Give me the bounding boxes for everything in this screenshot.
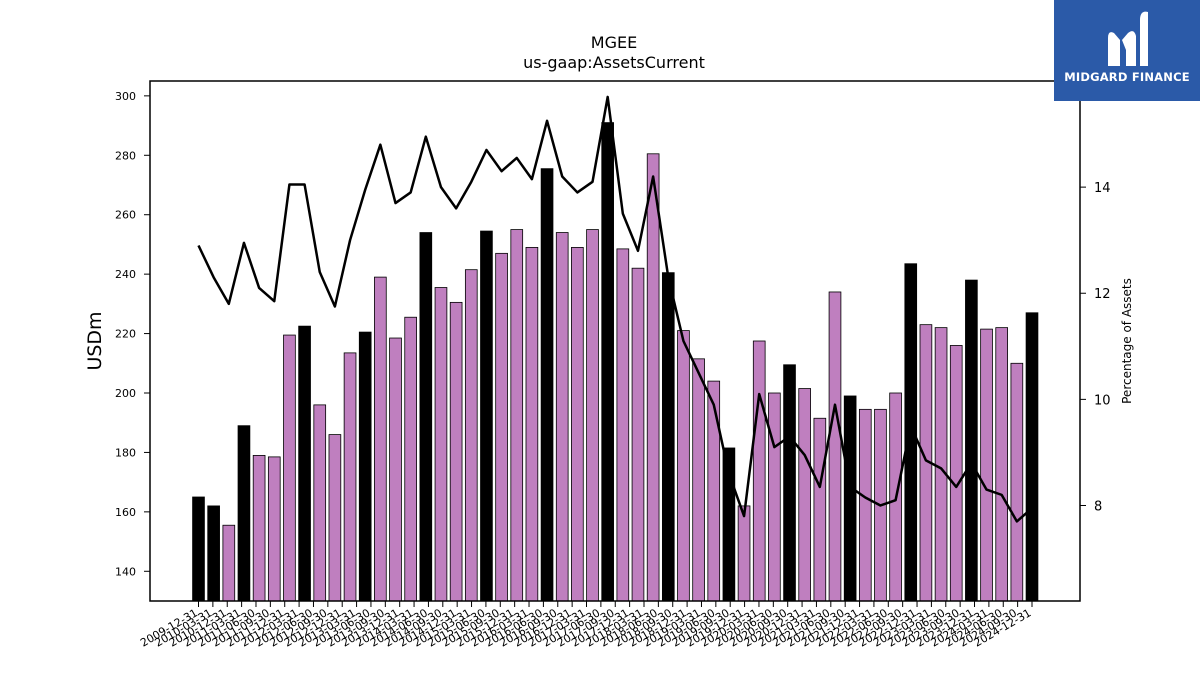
bar-54 <box>1010 362 1024 602</box>
bar-37 <box>752 340 766 602</box>
y-tick-label-300: 300 <box>115 90 136 103</box>
bar-27 <box>601 122 614 602</box>
bar-53 <box>995 327 1009 602</box>
y2-tick-label-12: 12 <box>1094 287 1111 302</box>
bar-39 <box>783 364 796 602</box>
bar-2 <box>222 524 236 602</box>
bar-38 <box>768 392 781 602</box>
chart-title: MGEE <box>591 33 637 52</box>
bar-21 <box>510 229 524 602</box>
bar-0 <box>192 496 205 602</box>
bar-1 <box>207 505 220 602</box>
bar-49 <box>934 327 948 602</box>
bar-11 <box>358 331 372 602</box>
bar-25 <box>571 246 584 602</box>
bar-31 <box>661 272 675 602</box>
y-axis-right: 8 10 12 14 <box>1080 181 1111 514</box>
bar-52 <box>980 328 993 602</box>
bar-34 <box>707 380 721 602</box>
y2-tick-label-8: 8 <box>1094 499 1102 514</box>
y2-axis-label: Percentage of Assets <box>1120 278 1134 404</box>
bar-7 <box>298 325 311 602</box>
y2-tick-label-14: 14 <box>1094 181 1111 196</box>
bar-17 <box>449 301 463 602</box>
bar-23 <box>540 168 554 602</box>
y-tick-label-260: 260 <box>115 209 136 222</box>
bar-3 <box>237 425 251 602</box>
bar-28 <box>616 248 630 602</box>
bar-43 <box>843 395 857 602</box>
bar-33 <box>692 358 705 602</box>
y-tick-label-160: 160 <box>115 506 136 519</box>
y-tick-label-140: 140 <box>115 565 136 578</box>
bar-5 <box>267 456 281 602</box>
y-tick-label-280: 280 <box>115 149 136 162</box>
bar-42 <box>828 291 842 602</box>
bar-15 <box>419 232 433 602</box>
bar-30 <box>646 153 660 602</box>
y-tick-label-220: 220 <box>115 328 136 341</box>
bar-40 <box>798 388 811 602</box>
bar-26 <box>586 229 599 602</box>
bar-32 <box>677 330 690 602</box>
x-axis: 2009-12-312010-03-312010-12-312011-03-31… <box>138 601 1034 650</box>
bar-13 <box>389 337 402 602</box>
bar-51 <box>965 279 978 602</box>
bar-19 <box>480 230 493 602</box>
logo-mark-icon <box>1108 11 1148 66</box>
bar-9 <box>328 434 342 602</box>
bar-4 <box>252 454 266 602</box>
bar-44 <box>858 408 872 602</box>
line-series <box>197 95 1033 523</box>
line-percentage-of-assets <box>197 95 1033 523</box>
bar-18 <box>464 269 478 602</box>
brand-logo: MIDGARD FINANCE <box>1054 0 1200 101</box>
bar-8 <box>313 404 327 602</box>
bar-50 <box>949 345 963 602</box>
bar-14 <box>404 316 417 602</box>
bar-24 <box>555 232 569 602</box>
bar-10 <box>343 352 357 602</box>
y-axis-left: 140 160 180 200 220 240 260 280 300 <box>115 90 150 578</box>
y-tick-label-240: 240 <box>115 268 136 281</box>
y2-tick-label-10: 10 <box>1094 393 1111 408</box>
bar-36 <box>737 505 751 602</box>
y-tick-label-200: 200 <box>115 387 136 400</box>
y-tick-label-180: 180 <box>115 446 136 459</box>
bar-16 <box>434 287 448 602</box>
chart-subtitle: us-gaap:AssetsCurrent <box>523 53 705 72</box>
bar-series <box>192 122 1039 602</box>
bar-29 <box>631 267 645 602</box>
bar-6 <box>283 334 296 602</box>
bar-22 <box>525 246 539 602</box>
bar-12 <box>374 276 387 602</box>
bar-20 <box>495 252 508 602</box>
y-axis-label: USDm <box>84 311 106 370</box>
brand-name: MIDGARD FINANCE <box>1064 70 1190 84</box>
bar-41 <box>813 417 827 602</box>
bar-55 <box>1025 312 1039 602</box>
